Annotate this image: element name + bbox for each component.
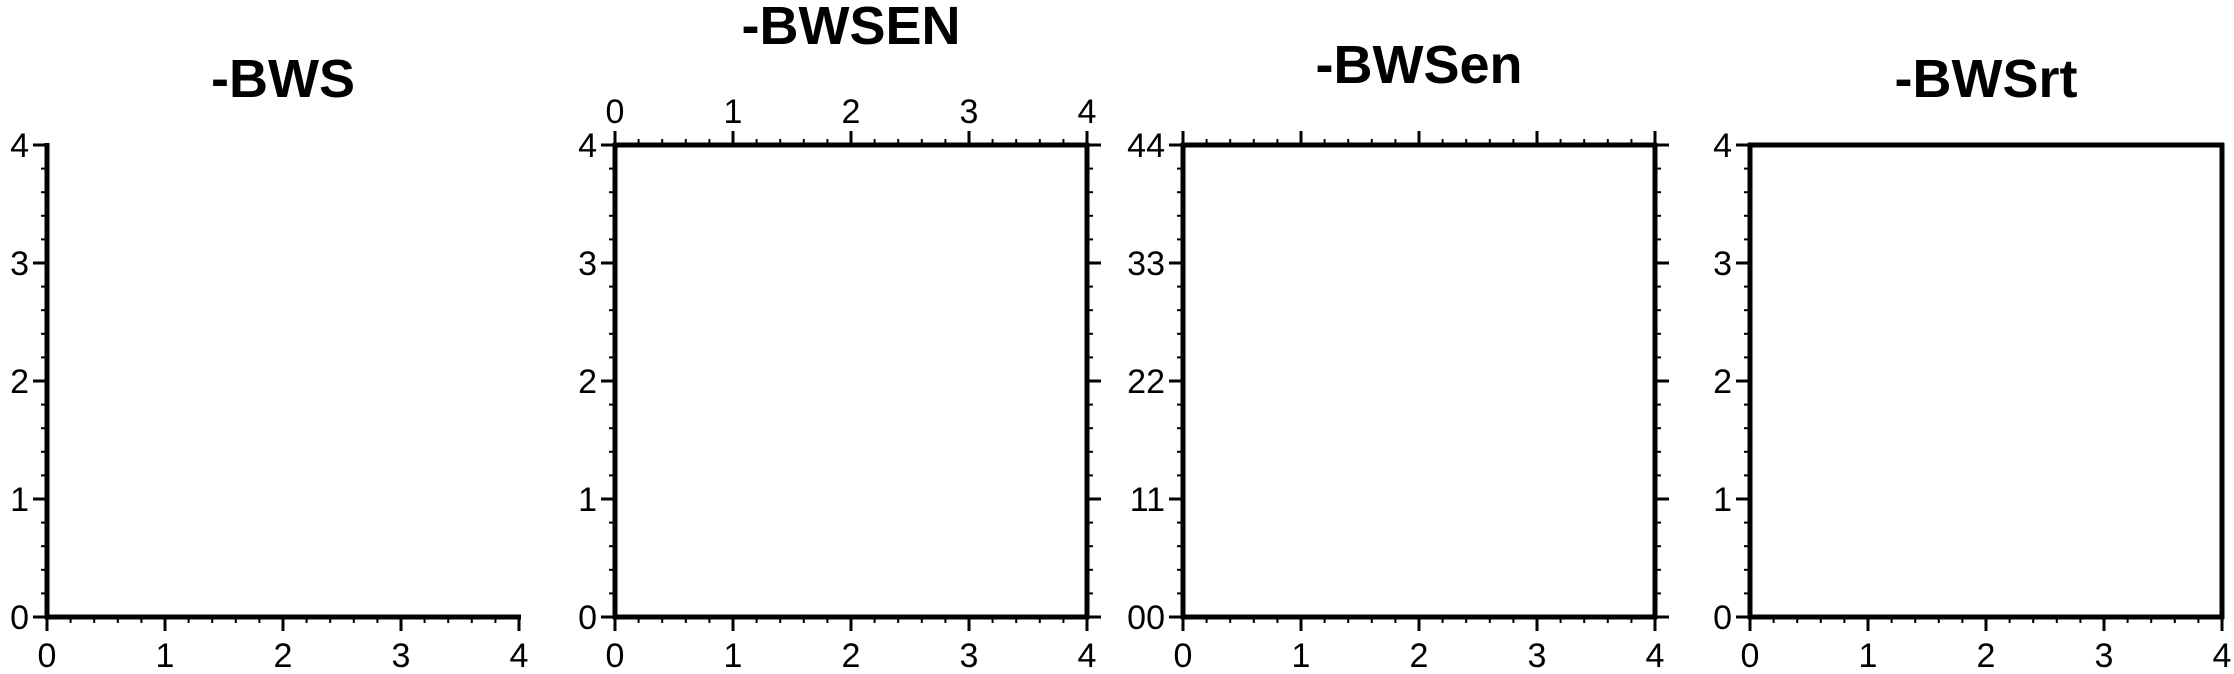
x-tick-label: 1 xyxy=(156,637,175,674)
panel-title: -BWS xyxy=(211,49,355,109)
y-tick-label: 2 xyxy=(10,363,29,401)
y-tick-label: 3 xyxy=(10,245,29,283)
panel-title: -BWSen xyxy=(1316,35,1523,95)
panel-title: -BWSrt xyxy=(1895,49,2078,109)
x-tick-label: 1 xyxy=(724,637,743,674)
y-tick-label: 1 xyxy=(10,481,29,519)
x-tick-label: 2 xyxy=(842,93,861,131)
y-tick-label: 3 xyxy=(578,245,597,283)
y-tick-label: 0 xyxy=(10,599,29,637)
x-tick-label: 1 xyxy=(724,93,743,131)
x-tick-label: 0 xyxy=(606,637,625,674)
x-tick-label: 3 xyxy=(2095,637,2114,674)
x-tick-label: 2 xyxy=(1977,637,1996,674)
x-tick-label: 4 xyxy=(1078,93,1097,131)
y-tick-label: 3 xyxy=(1713,245,1732,283)
y-tick-label: 2 xyxy=(1713,363,1732,401)
y-tick-label: 00 xyxy=(1127,599,1165,637)
x-tick-label: 4 xyxy=(1078,637,1097,674)
x-tick-label: 0 xyxy=(38,637,57,674)
y-tick-label: 1 xyxy=(578,481,597,519)
y-tick-label: 4 xyxy=(1713,127,1732,165)
x-tick-label: 2 xyxy=(1410,637,1429,674)
y-tick-label: 0 xyxy=(1713,599,1732,637)
x-tick-label: 0 xyxy=(606,93,625,131)
x-tick-label: 4 xyxy=(510,637,529,674)
y-tick-label: 0 xyxy=(578,599,597,637)
y-tick-label: 33 xyxy=(1127,245,1165,283)
panel-bwsrt: -BWSrt 0 1 2 3 4 0 1 2 3 4 xyxy=(1713,49,2231,674)
x-tick-label: 2 xyxy=(274,637,293,674)
y-tick-label: 11 xyxy=(1130,481,1165,519)
panel-title: -BWSEN xyxy=(742,0,961,56)
x-tick-label: 4 xyxy=(1646,637,1665,674)
y-tick-label: 22 xyxy=(1127,363,1165,401)
panel-bwsen-lower: -BWSen 00 11 22 33 44 0 1 2 3 4 xyxy=(1127,35,1669,674)
x-tick-label: 0 xyxy=(1741,637,1760,674)
y-tick-label: 1 xyxy=(1713,481,1732,519)
x-tick-label: 3 xyxy=(1528,637,1547,674)
y-tick-label: 44 xyxy=(1127,127,1165,165)
y-tick-label: 2 xyxy=(578,363,597,401)
x-tick-label: 3 xyxy=(960,637,979,674)
x-tick-label: 2 xyxy=(842,637,861,674)
x-tick-label: 3 xyxy=(960,93,979,131)
panel-bws: -BWS 0 1 2 3 4 0 1 2 3 4 xyxy=(10,49,528,674)
x-tick-label: 1 xyxy=(1859,637,1878,674)
x-tick-label: 4 xyxy=(2213,637,2232,674)
y-tick-label: 4 xyxy=(578,127,597,165)
x-tick-label: 1 xyxy=(1292,637,1311,674)
x-tick-label: 0 xyxy=(1174,637,1193,674)
x-tick-label: 3 xyxy=(392,637,411,674)
y-tick-label: 4 xyxy=(10,127,29,165)
